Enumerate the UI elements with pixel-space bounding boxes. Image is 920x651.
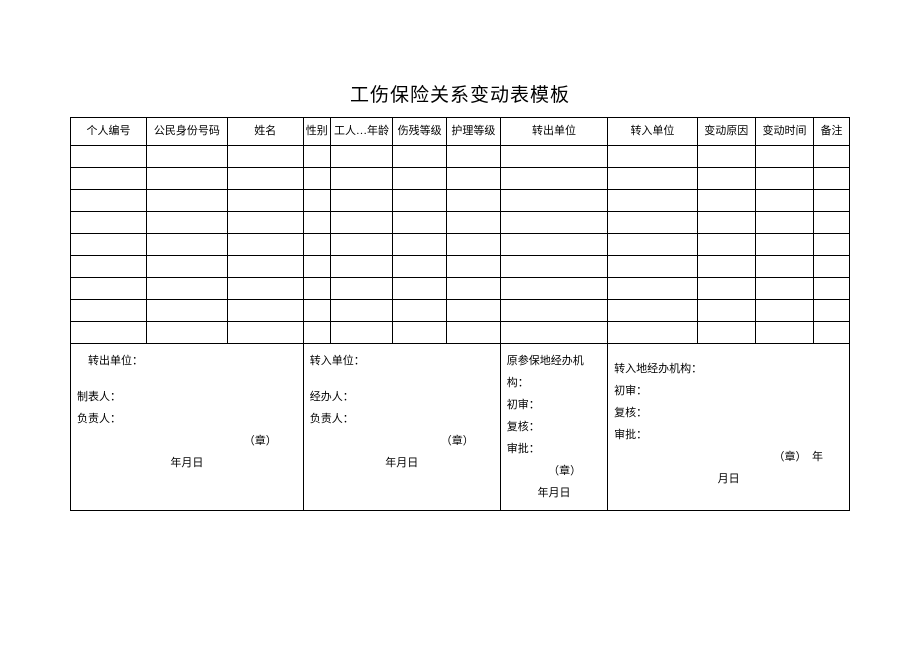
col-change-time: 变动时间 [755, 118, 813, 146]
col-nursing-grade: 护理等级 [447, 118, 501, 146]
col-disability-grade: 伤残等级 [393, 118, 447, 146]
table-row [71, 234, 850, 256]
table-row [71, 190, 850, 212]
stamp-label: （章） [77, 430, 297, 452]
col-change-reason: 变动原因 [697, 118, 755, 146]
col-out-unit: 转出单位 [500, 118, 607, 146]
col-citizen-id: 公民身份号码 [147, 118, 228, 146]
table-row [71, 278, 850, 300]
table-row [71, 256, 850, 278]
col-gender: 性别 [303, 118, 330, 146]
approval-label: 审批： [614, 424, 843, 446]
col-remark: 备注 [814, 118, 850, 146]
handler-label: 经办人： [310, 386, 494, 408]
responsible-label: 负责人： [310, 408, 494, 430]
date-label: 年月日 [507, 482, 601, 504]
first-review-label: 初审： [507, 394, 601, 416]
stamp-label: （章） [507, 460, 601, 482]
footer-block-origin-agency: 原参保地经办机构： 初审： 复核： 审批： （章） 年月日 [500, 344, 607, 511]
recheck-label: 复核： [614, 402, 843, 424]
responsible-label: 负责人： [77, 408, 297, 430]
table-row [71, 146, 850, 168]
table-row [71, 300, 850, 322]
col-personal-id: 个人编号 [71, 118, 147, 146]
approval-label: 审批： [507, 438, 601, 460]
first-review-label: 初审： [614, 380, 843, 402]
table-row [71, 168, 850, 190]
recheck-label: 复核： [507, 416, 601, 438]
dest-agency-label: 转入地经办机构： [614, 358, 843, 380]
col-name: 姓名 [227, 118, 303, 146]
footer-block-dest-agency: 转入地经办机构： 初审： 复核： 审批： （章） 年 月日 [608, 344, 850, 511]
out-unit-label: 转出单位： [77, 350, 297, 372]
stamp-label: （章） [310, 430, 494, 452]
date-label: 月日 [614, 468, 843, 490]
col-age: 工人…年龄 [330, 118, 393, 146]
date-label: 年月日 [77, 452, 297, 474]
origin-agency-label: 原参保地经办机构： [507, 350, 601, 394]
header-row: 个人编号 公民身份号码 姓名 性别 工人…年龄 伤残等级 护理等级 转出单位 转… [71, 118, 850, 146]
injury-insurance-table: 个人编号 公民身份号码 姓名 性别 工人…年龄 伤残等级 护理等级 转出单位 转… [70, 117, 850, 511]
preparer-label: 制表人： [77, 386, 297, 408]
stamp-label: （章） 年 [614, 446, 843, 468]
date-label: 年月日 [310, 452, 494, 474]
col-in-unit: 转入单位 [608, 118, 698, 146]
footer-row: 转出单位： 制表人： 负责人： （章） 年月日 转入单位： 经办人： 负责人： … [71, 344, 850, 511]
footer-block-out-unit: 转出单位： 制表人： 负责人： （章） 年月日 [71, 344, 304, 511]
page-title: 工伤保险关系变动表模板 [70, 80, 850, 107]
table-row [71, 212, 850, 234]
footer-block-in-unit: 转入单位： 经办人： 负责人： （章） 年月日 [303, 344, 500, 511]
table-row [71, 322, 850, 344]
in-unit-label: 转入单位： [310, 350, 494, 372]
